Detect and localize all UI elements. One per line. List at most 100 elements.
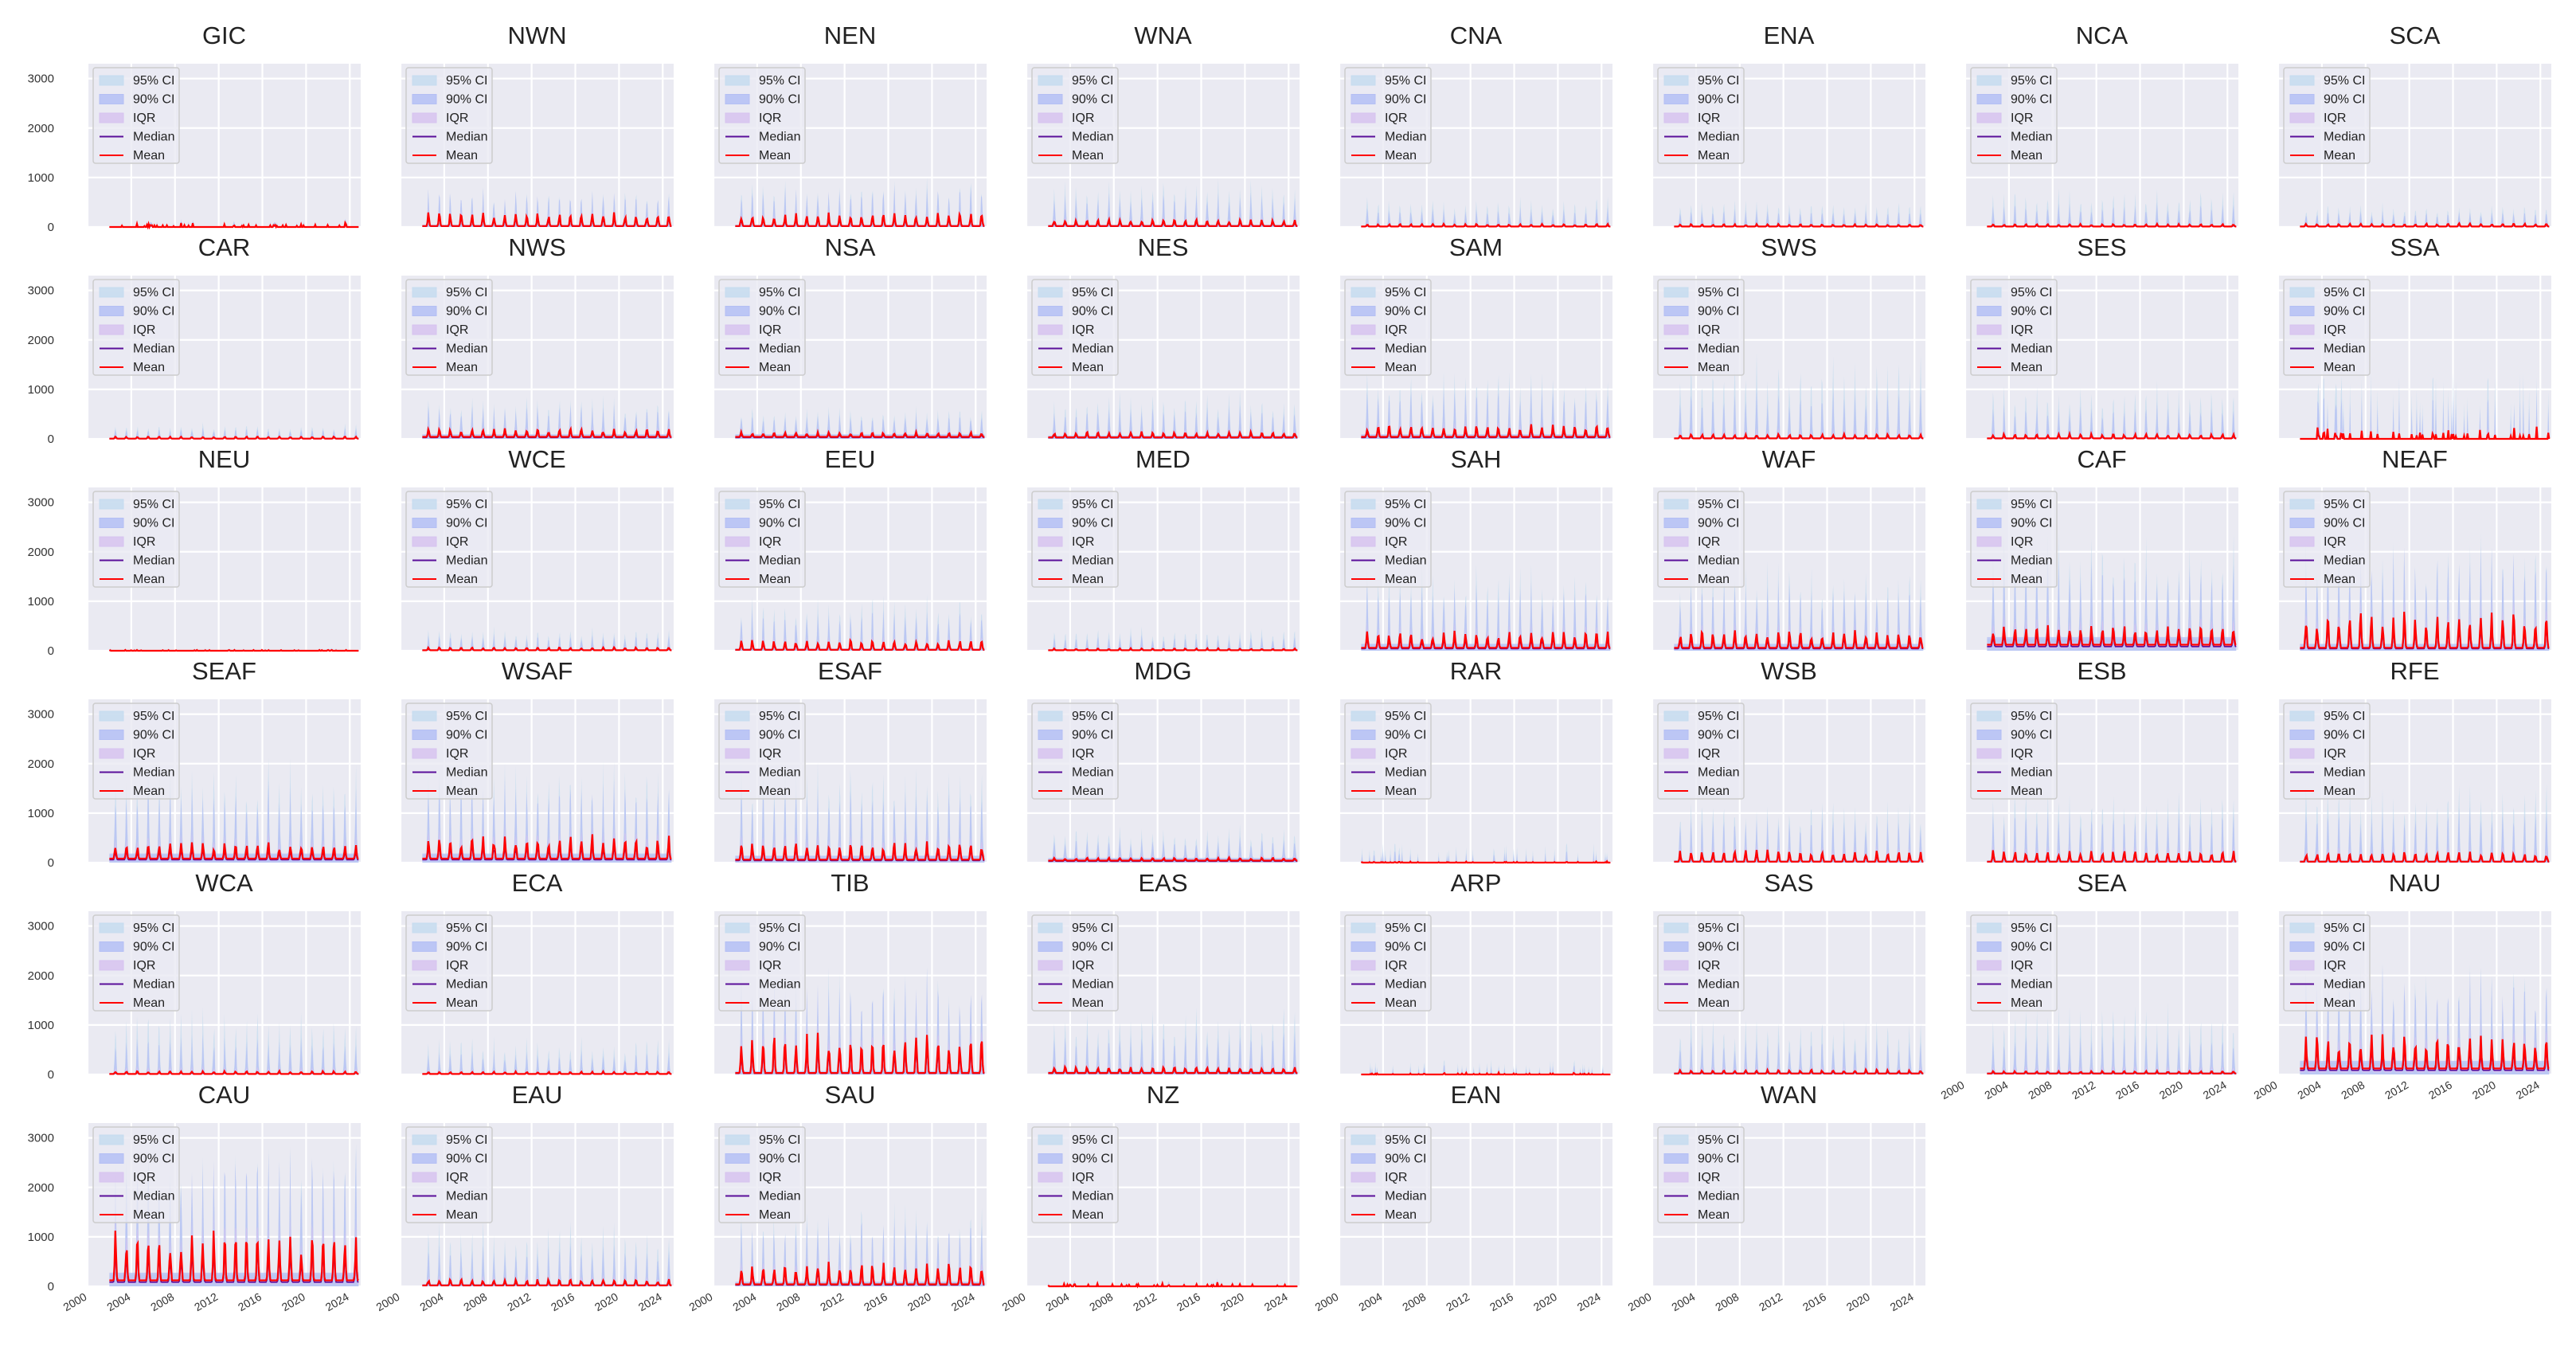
ci90-band — [109, 218, 359, 227]
legend-swatch — [1976, 922, 2002, 933]
legend-label: Median — [446, 342, 487, 356]
legend-swatch — [725, 306, 750, 316]
mean-line — [1361, 424, 1611, 438]
x-tick-label: 2024 — [1888, 1290, 1916, 1314]
panel-title: NAU — [2389, 869, 2441, 897]
panel-title: CAU — [198, 1081, 250, 1109]
panel-title: NWS — [508, 233, 565, 261]
legend-swatch — [412, 1172, 437, 1183]
x-tick-label: 2020 — [905, 1290, 933, 1314]
x-tick-label: 2004 — [2295, 1078, 2323, 1102]
legend-label: 95% CI — [446, 922, 487, 935]
legend-box — [92, 67, 180, 164]
legend-label: 95% CI — [446, 74, 487, 88]
legend-label: IQR — [2011, 112, 2033, 125]
legend-label: 90% CI — [2324, 93, 2365, 107]
legend-swatch — [99, 94, 124, 104]
legend-box — [1970, 703, 2058, 800]
legend-label: 90% CI — [1385, 93, 1426, 107]
legend-label: Mean — [759, 785, 791, 798]
legend-box — [718, 279, 806, 376]
panel-wsb: WSB 95% CI 90% CI IQR Median Mean — [1651, 657, 1925, 864]
x-tick-label: 2020 — [1218, 1290, 1246, 1314]
legend-label: Mean — [1698, 573, 1730, 586]
legend: 95% CI 90% CI IQR Median Mean — [1970, 703, 2058, 800]
x-tick-label: 2000 — [1626, 1290, 1654, 1314]
mean-line — [109, 435, 359, 440]
panel-title: NEN — [824, 22, 876, 49]
panel-title: NEAF — [2382, 445, 2448, 473]
legend-swatch — [1976, 94, 2002, 104]
legend-swatch — [725, 710, 750, 722]
panel-title: NZ — [1147, 1081, 1179, 1109]
legend-swatch — [1976, 710, 2002, 722]
panel-cna: CNA 95% CI 90% CI IQR Median Mean — [1338, 22, 1612, 229]
legend-label: IQR — [1698, 959, 1720, 973]
panel-mdg: MDG 95% CI 90% CI IQR Median Mean — [1025, 657, 1300, 864]
legend-label: Median — [1385, 554, 1426, 568]
legend-label: IQR — [446, 112, 468, 125]
panel-sam: SAM 95% CI 90% CI IQR Median Mean — [1338, 233, 1612, 440]
legend-label: 95% CI — [2324, 710, 2365, 723]
legend: 95% CI 90% CI IQR Median Mean — [92, 67, 180, 164]
panel-rfe: RFE 95% CI 90% CI IQR Median Mean — [2277, 657, 2551, 864]
legend-swatch — [1663, 287, 1689, 298]
panel-wce: WCE 95% CI 90% CI IQR Median Mean — [399, 445, 674, 652]
iqr-band — [2300, 843, 2550, 863]
legend-label: Mean — [1385, 361, 1417, 374]
x-tick-label: 2004 — [1356, 1290, 1384, 1314]
x-tick-label: 2016 — [2113, 1078, 2141, 1102]
x-tick-label: 2000 — [2252, 1078, 2280, 1102]
legend-label: Mean — [759, 573, 791, 586]
legend-label: 90% CI — [446, 517, 487, 530]
x-tick-label: 2024 — [2514, 1078, 2542, 1102]
legend-swatch — [2289, 306, 2315, 316]
legend-label: 95% CI — [1698, 710, 1739, 723]
mean-line — [422, 425, 672, 438]
legend-label: Median — [446, 766, 487, 780]
legend-label: 95% CI — [133, 922, 174, 935]
iqr-band — [109, 1065, 359, 1074]
mean-line — [422, 834, 672, 860]
legend-label: 95% CI — [2011, 922, 2052, 935]
legend-label: Median — [133, 131, 174, 144]
legend-label: 90% CI — [133, 1153, 174, 1166]
legend-box — [92, 279, 180, 376]
x-tick-label: 2016 — [2426, 1078, 2454, 1102]
legend-swatch — [2289, 536, 2315, 547]
legend-label: 90% CI — [1698, 729, 1739, 742]
legend-box — [405, 1126, 493, 1223]
legend-swatch — [1976, 112, 2002, 123]
panel-neu: NEU 0 1000 2000 3000 95% CI 90% CI IQR Median Mea… — [28, 445, 361, 658]
panel-sah: SAH 95% CI 90% CI IQR Median Mean — [1338, 445, 1612, 652]
legend-label: Mean — [759, 996, 791, 1010]
legend-label: Median — [2324, 766, 2365, 780]
legend-label: IQR — [446, 747, 468, 761]
panel-title: CAF — [2078, 445, 2127, 473]
legend-swatch — [1351, 499, 1376, 510]
legend-box — [1344, 1126, 1432, 1223]
mean-line — [2300, 1034, 2550, 1070]
legend-swatch — [1663, 1134, 1689, 1145]
panel-ean: EAN 95% CI 90% CI IQR Median Mean 2000 2004 2008… — [1313, 1081, 1612, 1313]
panel-nen: NEN 95% CI 90% CI IQR Median Mean — [712, 22, 987, 229]
legend-label: 95% CI — [1698, 286, 1739, 299]
panel-title: TIB — [831, 869, 869, 897]
panel-eas: EAS 95% CI 90% CI IQR Median Mean — [1025, 869, 1300, 1076]
y-tick-label: 1000 — [28, 171, 54, 185]
legend-label: 95% CI — [1698, 498, 1739, 511]
legend-swatch — [1976, 536, 2002, 547]
y-tick-label: 2000 — [28, 546, 54, 559]
legend: 95% CI 90% CI IQR Median Mean — [2283, 67, 2371, 164]
legend-swatch — [1351, 1134, 1376, 1145]
panel-seaf: SEAF 0 1000 2000 3000 95% CI 90% CI IQR Median Me… — [28, 657, 361, 870]
legend-label: IQR — [1698, 1171, 1720, 1184]
legend-label: Median — [2011, 342, 2052, 356]
legend-swatch — [2289, 518, 2315, 528]
legend-swatch — [1038, 730, 1063, 740]
x-tick-label: 2004 — [1982, 1078, 2010, 1102]
legend-label: 95% CI — [133, 74, 174, 88]
panel-title: ECA — [512, 869, 563, 897]
legend-label: Mean — [2324, 996, 2355, 1010]
panel-eau: EAU 95% CI 90% CI IQR Median Mean 2000 2004 2008… — [374, 1081, 674, 1313]
